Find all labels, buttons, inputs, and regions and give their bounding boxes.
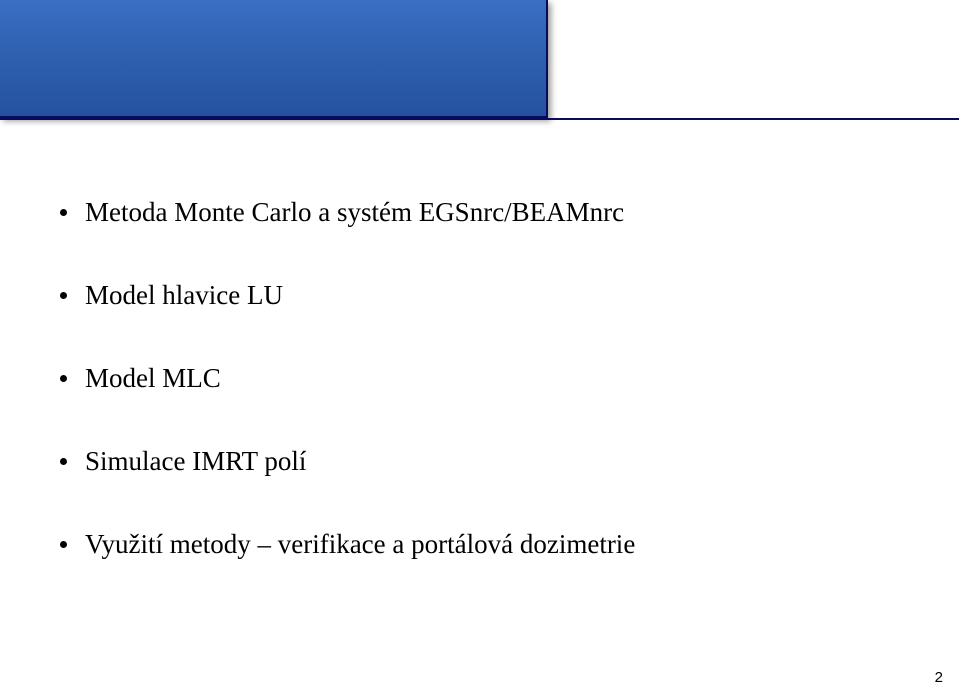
bullet-text: Využití metody – verifikace a portálová … xyxy=(85,527,635,562)
list-item: Využití metody – verifikace a portálová … xyxy=(60,527,899,562)
bullet-icon xyxy=(60,458,67,465)
bullet-text: Model hlavice LU xyxy=(85,278,283,313)
list-item: Metoda Monte Carlo a systém EGSnrc/BEAMn… xyxy=(60,195,899,230)
bullet-icon xyxy=(60,541,67,548)
bullet-list: Metoda Monte Carlo a systém EGSnrc/BEAMn… xyxy=(60,195,899,610)
title-header-box xyxy=(0,0,548,118)
bullet-text: Simulace IMRT polí xyxy=(85,444,306,479)
list-item: Model hlavice LU xyxy=(60,278,899,313)
bullet-text: Metoda Monte Carlo a systém EGSnrc/BEAMn… xyxy=(85,195,624,230)
list-item: Simulace IMRT polí xyxy=(60,444,899,479)
bullet-icon xyxy=(60,209,67,216)
header-divider xyxy=(0,118,959,120)
bullet-icon xyxy=(60,292,67,299)
list-item: Model MLC xyxy=(60,361,899,396)
bullet-text: Model MLC xyxy=(85,361,221,396)
bullet-icon xyxy=(60,375,67,382)
slide: Metoda Monte Carlo a systém EGSnrc/BEAMn… xyxy=(0,0,959,696)
page-number: 2 xyxy=(935,669,943,686)
